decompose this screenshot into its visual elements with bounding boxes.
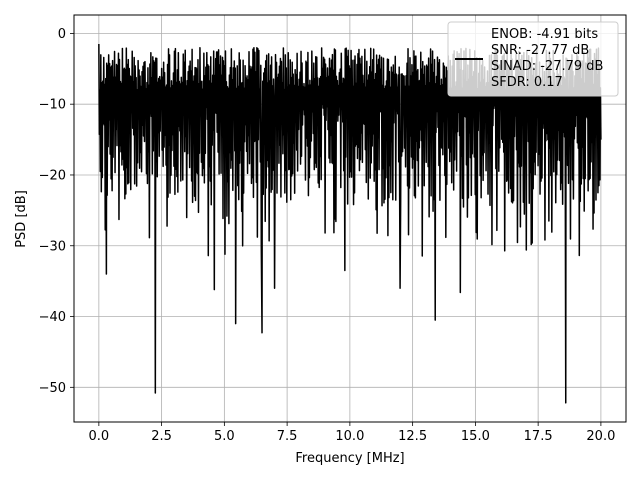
x-tick-label: 2.5	[151, 429, 172, 444]
x-axis-ticks: 0.0 2.5 5.0 7.5 10.0 12.5 15.0 17.5 20.0	[89, 422, 615, 444]
legend-line-sfdr: SFDR: 0.17	[491, 75, 563, 90]
x-tick-label: 0.0	[89, 429, 110, 444]
psd-line	[98, 44, 602, 404]
x-tick-label: 17.5	[524, 429, 553, 444]
x-axis-title: Frequency [MHz]	[295, 451, 404, 466]
y-tick-label: −10	[39, 98, 66, 113]
y-tick-label: −30	[39, 239, 66, 254]
y-tick-label: −20	[39, 168, 66, 183]
x-tick-label: 10.0	[335, 429, 364, 444]
legend-line-enob: ENOB: -4.91 bits	[491, 27, 598, 42]
x-tick-label: 12.5	[398, 429, 427, 444]
x-tick-label: 15.0	[461, 429, 490, 444]
legend-line-sinad: SINAD: -27.79 dB	[491, 59, 603, 74]
y-tick-label: −40	[39, 310, 66, 325]
psd-series	[98, 44, 602, 404]
x-tick-label: 5.0	[214, 429, 235, 444]
x-tick-label: 7.5	[277, 429, 298, 444]
legend-box	[447, 21, 619, 97]
y-tick-label: −50	[39, 381, 66, 396]
legend-line-snr: SNR: -27.77 dB	[491, 43, 589, 58]
x-tick-label: 20.0	[586, 429, 615, 444]
y-axis-ticks: 0 −10 −20 −30 −40 −50	[39, 27, 74, 396]
y-axis-title: PSD [dB]	[14, 190, 29, 248]
y-tick-label: 0	[58, 27, 66, 42]
legend: ENOB: -4.91 bits SNR: -27.77 dB SINAD: -…	[447, 21, 619, 97]
